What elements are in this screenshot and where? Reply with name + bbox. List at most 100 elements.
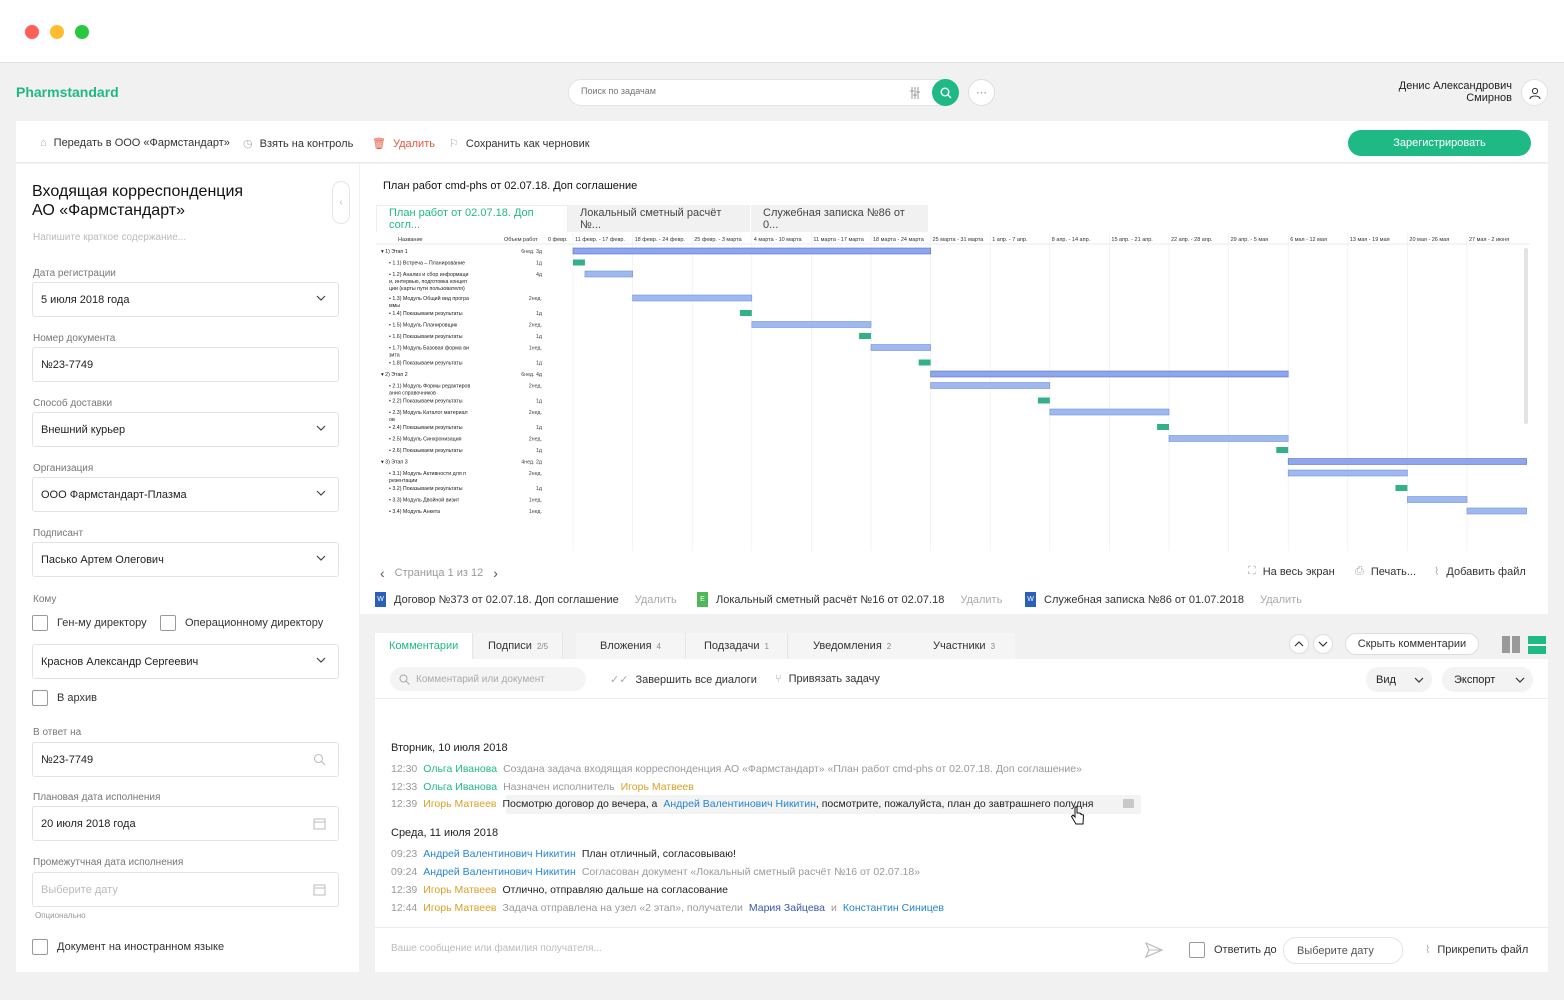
comment-search[interactable]: Комментарий или документ: [390, 667, 586, 691]
archive-checkbox[interactable]: [32, 690, 48, 706]
tab-attachments[interactable]: Вложения 4: [576, 633, 686, 659]
register-button[interactable]: Зарегистрировать: [1348, 130, 1531, 156]
reply-field[interactable]: №23-7749: [32, 742, 339, 777]
brand-logo[interactable]: Pharmstandard: [16, 84, 119, 100]
user-avatar[interactable]: [1521, 79, 1548, 106]
comment-author[interactable]: Андрей Валентинович Никитин: [423, 848, 576, 860]
mid-date-field[interactable]: Выберите дату: [32, 872, 339, 907]
user-name[interactable]: Денис Александрович Смирнов: [1399, 80, 1512, 104]
split-view-toggle[interactable]: [1502, 636, 1520, 653]
tab-comments[interactable]: Комментарии: [375, 633, 474, 659]
comment-author[interactable]: Ольга Иванова: [423, 781, 498, 793]
tab-notifications[interactable]: Уведомления 2: [789, 633, 917, 659]
comment-line[interactable]: 12:39 Игорь Матвеев Посмотрю договор до ве…: [391, 798, 1093, 810]
close-window-button[interactable]: [25, 25, 39, 39]
delete-button[interactable]: 🗑 Удалить: [372, 137, 435, 151]
view-select[interactable]: Вид: [1366, 667, 1432, 692]
doc-num-field[interactable]: №23-7749: [32, 347, 339, 382]
transfer-button[interactable]: ⌂ Передать в ООО «Фармстандарт»: [40, 137, 230, 149]
comment-line: 12:39 Игорь Матвеев Отлично, отправляю дал…: [391, 884, 728, 896]
maximize-window-button[interactable]: [75, 25, 89, 39]
tab-signatures[interactable]: Подписи 2/5: [474, 633, 564, 659]
to-ceo-checkbox[interactable]: [32, 615, 48, 631]
scroll-up-button[interactable]: [1289, 634, 1309, 654]
attach-file-button[interactable]: ⌇ Прикрепить файл: [1425, 943, 1528, 957]
send-icon[interactable]: [1145, 942, 1163, 958]
comment-line: 09:23 Андрей Валентинович Никитин План отл…: [391, 848, 736, 860]
attachment-item[interactable]: W Договор №373 от 02.07.18. Доп соглашен…: [375, 592, 677, 607]
task-search[interactable]: [568, 79, 958, 106]
comment-author[interactable]: Игорь Матвеев: [423, 902, 497, 914]
chevron-left-icon[interactable]: ‹: [380, 565, 385, 581]
signer-select[interactable]: Пасько Артем Олегович: [32, 542, 339, 577]
attachment-delete[interactable]: Удалить: [1259, 593, 1302, 606]
comment-line: 12:30 Ольга Иванова Создана задача входяща…: [391, 763, 1082, 775]
comment-author[interactable]: Ольга Иванова: [423, 763, 498, 775]
fullscreen-button[interactable]: ⛶ На весь экран: [1248, 565, 1335, 578]
doc-tab-memo[interactable]: Служебная записка №86 от 0...: [751, 205, 928, 232]
gantt-task-bar: [1407, 496, 1468, 503]
more-options-button[interactable]: ⋯: [968, 79, 995, 106]
window-titlebar: [0, 0, 1564, 63]
gantt-task-effort: 1д: [536, 448, 542, 454]
print-button[interactable]: ⎙ Печать...: [1355, 565, 1416, 578]
filter-sliders-icon[interactable]: [909, 87, 921, 99]
message-input[interactable]: Ваше сообщение или фамилия получателя...: [391, 943, 602, 954]
chevron-right-icon[interactable]: ›: [493, 565, 498, 581]
attachment-delete[interactable]: Удалить: [960, 593, 1003, 606]
scroll-down-button[interactable]: [1313, 634, 1333, 654]
reply-until-checkbox[interactable]: [1189, 942, 1205, 958]
gantt-scrollbar[interactable]: [1524, 248, 1528, 424]
reg-date-select[interactable]: 5 июля 2018 года: [32, 282, 339, 317]
comment-mention[interactable]: Мария Зайцева: [748, 902, 825, 914]
reply-bubble-icon[interactable]: [1123, 799, 1134, 808]
attachment-delete[interactable]: Удалить: [634, 593, 677, 606]
org-select[interactable]: ООО Фармстандарт-Плазма: [32, 477, 339, 512]
gantt-task-bar: [1287, 469, 1408, 477]
tab-subtasks[interactable]: Подзадачи 1: [686, 633, 788, 659]
save-draft-button[interactable]: ⚐ Сохранить как черновик: [449, 137, 590, 151]
printer-icon: ⎙: [1355, 565, 1364, 577]
comment-author[interactable]: Игорь Матвеев: [423, 884, 497, 896]
attachment-item[interactable]: W Служебная записка №86 от 01.07.2018 Уд…: [1025, 592, 1302, 607]
link-task-label: Привязать задачу: [788, 673, 880, 685]
stacked-view-toggle[interactable]: [1528, 636, 1546, 654]
collapse-panel-button[interactable]: ‹: [332, 181, 350, 224]
comment-time: 12:39: [391, 884, 418, 896]
link-task-button[interactable]: ⑂ Привязать задачу: [775, 673, 880, 685]
reply-label: В ответ на: [33, 727, 82, 738]
attachment-name[interactable]: Локальный сметный расчёт №16 от 02.07.18: [716, 593, 945, 606]
take-control-button[interactable]: ◷ Взять на контроль: [243, 137, 353, 151]
document-panel: [360, 164, 1548, 614]
comment-mention[interactable]: Игорь Матвеев: [620, 781, 694, 793]
comment-author[interactable]: Андрей Валентинович Никитин: [423, 866, 576, 878]
hide-comments-button[interactable]: Скрыть комментарии: [1345, 633, 1479, 655]
minimize-window-button[interactable]: [50, 25, 64, 39]
attachment-item[interactable]: E Локальный сметный расчёт №16 от 02.07.…: [697, 592, 1002, 607]
gantt-chart[interactable]: Название Объем работ 0 февр. 11 февр. - 17 …: [376, 233, 1530, 551]
gantt-task-name: • 2.5) Модуль Синхронизация: [389, 437, 462, 443]
chevron-down-icon: [1318, 641, 1328, 647]
plan-date-field[interactable]: 20 июля 2018 года: [32, 806, 339, 841]
attachment-name[interactable]: Служебная записка №86 от 01.07.2018: [1044, 593, 1244, 606]
comment-author[interactable]: Игорь Матвеев: [423, 798, 497, 810]
task-search-input[interactable]: [581, 86, 881, 96]
doc-tab-plan[interactable]: План работ от 02.07.18. Доп согл...: [376, 205, 568, 232]
reply-date-picker[interactable]: Выберите дату: [1283, 937, 1403, 964]
gantt-task-name: • 3.2) Показываем результаты: [389, 486, 463, 492]
finish-dialogs-button[interactable]: ✓✓ Завершить все диалоги: [610, 673, 757, 687]
tab-participants[interactable]: Участники 3: [913, 633, 1016, 659]
export-select[interactable]: Экспорт: [1442, 667, 1533, 692]
comment-mention[interactable]: Константин Синицев: [842, 902, 945, 914]
search-button[interactable]: [932, 79, 959, 106]
attachment-name[interactable]: Договор №373 от 02.07.18. Доп соглашение: [394, 593, 619, 606]
recipient-select[interactable]: Краснов Александр Сергеевич: [32, 644, 339, 679]
add-file-button[interactable]: ⌇ Добавить файл: [1434, 565, 1526, 579]
to-coo-checkbox[interactable]: [160, 615, 176, 631]
summary-input[interactable]: Напишите краткое содержание...: [33, 232, 187, 243]
doc-tab-estimate[interactable]: Локальный сметный расчёт №...: [568, 205, 750, 232]
delivery-select[interactable]: Внешний курьер: [32, 412, 339, 447]
gantt-task-name: • 1.4) Показываем результаты: [389, 311, 463, 317]
comment-mention[interactable]: Андрей Валентинович Никитин: [663, 798, 816, 810]
foreign-language-checkbox[interactable]: [32, 939, 48, 955]
